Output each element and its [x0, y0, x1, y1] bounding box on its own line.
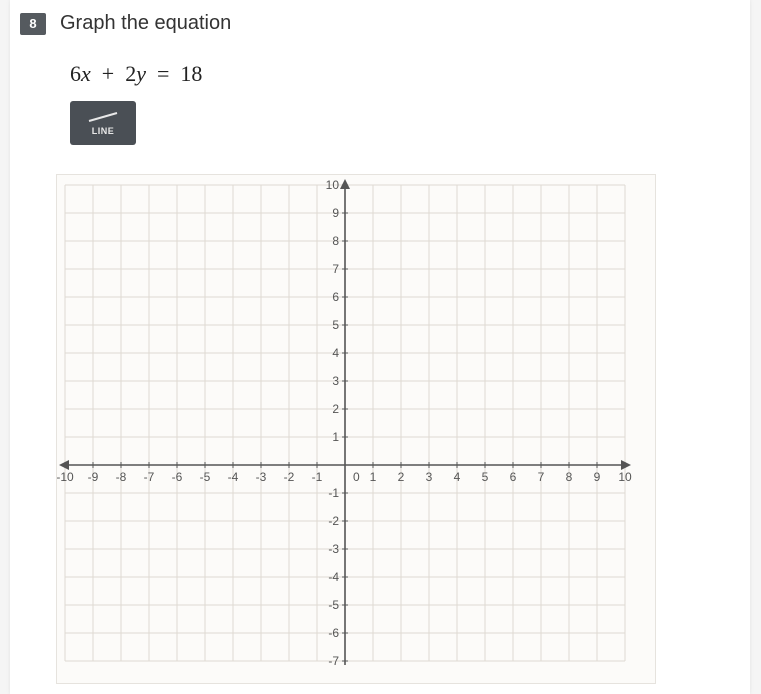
coef-a: 6	[70, 61, 81, 86]
svg-text:8: 8	[566, 470, 573, 484]
svg-text:-4: -4	[228, 470, 239, 484]
svg-text:-1: -1	[312, 470, 323, 484]
svg-text:-2: -2	[284, 470, 295, 484]
equals-sign: =	[157, 61, 169, 86]
svg-text:-3: -3	[256, 470, 267, 484]
svg-text:-7: -7	[328, 654, 339, 668]
svg-text:3: 3	[332, 374, 339, 388]
line-tool-icon	[83, 110, 123, 124]
svg-text:7: 7	[538, 470, 545, 484]
question-number-badge: 8	[20, 13, 46, 35]
equation-display: 6x + 2y = 18	[70, 61, 750, 87]
svg-text:10: 10	[326, 178, 340, 192]
svg-text:-3: -3	[328, 542, 339, 556]
svg-text:-9: -9	[88, 470, 99, 484]
svg-text:6: 6	[332, 290, 339, 304]
svg-text:-5: -5	[200, 470, 211, 484]
svg-text:-6: -6	[172, 470, 183, 484]
question-prompt: Graph the equation	[60, 12, 231, 35]
svg-text:3: 3	[426, 470, 433, 484]
svg-text:10: 10	[618, 470, 632, 484]
svg-text:2: 2	[398, 470, 405, 484]
svg-text:4: 4	[454, 470, 461, 484]
rhs-value: 18	[180, 61, 202, 86]
svg-text:-2: -2	[328, 514, 339, 528]
svg-text:1: 1	[370, 470, 377, 484]
svg-text:-10: -10	[57, 470, 74, 484]
svg-text:7: 7	[332, 262, 339, 276]
var-y: y	[136, 61, 146, 86]
svg-text:9: 9	[594, 470, 601, 484]
svg-text:9: 9	[332, 206, 339, 220]
svg-text:8: 8	[332, 234, 339, 248]
svg-text:-7: -7	[144, 470, 155, 484]
svg-text:-4: -4	[328, 570, 339, 584]
line-tool-button[interactable]: LINE	[70, 101, 136, 145]
svg-text:0: 0	[353, 470, 360, 484]
svg-text:5: 5	[482, 470, 489, 484]
svg-text:5: 5	[332, 318, 339, 332]
svg-text:6: 6	[510, 470, 517, 484]
svg-text:1: 1	[332, 430, 339, 444]
coordinate-grid[interactable]: -10 -9 -8 -7 -6 -5 -4 -3 -2 -1 1 2 3 4 5 6 7 8 9 10 0 -7 -6 -5 -…	[56, 174, 656, 684]
var-x: x	[81, 61, 91, 86]
coef-b: 2	[125, 61, 136, 86]
svg-text:2: 2	[332, 402, 339, 416]
svg-text:-5: -5	[328, 598, 339, 612]
operator-plus: +	[102, 61, 114, 86]
svg-text:4: 4	[332, 346, 339, 360]
line-tool-label: LINE	[92, 126, 115, 136]
svg-text:-8: -8	[116, 470, 127, 484]
svg-text:-1: -1	[328, 486, 339, 500]
svg-text:-6: -6	[328, 626, 339, 640]
